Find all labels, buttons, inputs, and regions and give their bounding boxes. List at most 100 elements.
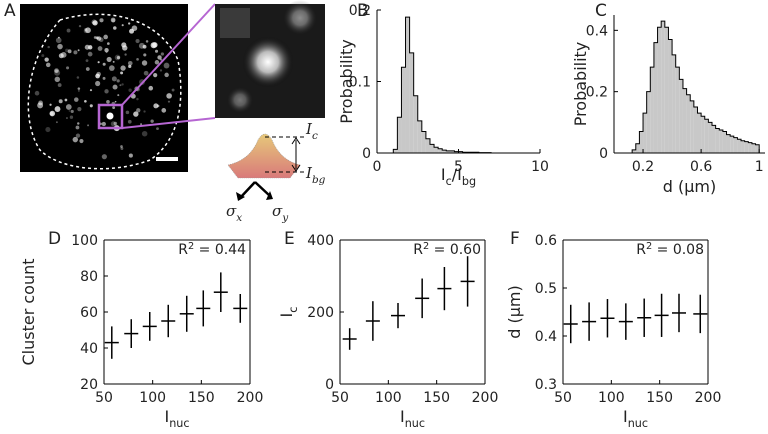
bar: [438, 148, 443, 153]
x-tick-label: 150: [188, 390, 215, 406]
x-tick-label: 100: [598, 390, 625, 406]
x-axis-label: Inuc: [164, 407, 189, 430]
bar: [672, 54, 676, 153]
bar: [421, 131, 426, 153]
panel-label: A: [4, 1, 16, 21]
bar: [719, 130, 723, 153]
y-tick-label: 0.3: [535, 377, 557, 393]
ic-label: Ic: [305, 120, 318, 142]
y-tick-label: 0.4: [535, 329, 557, 345]
x-tick-label: 50: [95, 390, 113, 406]
text-part: = 0.60: [429, 242, 481, 258]
sigma-y-label: σy: [272, 202, 289, 224]
text-part: nuc: [405, 417, 425, 430]
bar: [741, 140, 745, 153]
bar: [417, 120, 422, 153]
bar: [397, 117, 402, 153]
bar: [657, 27, 662, 154]
bar: [413, 95, 418, 153]
y-tick-label: 200: [307, 305, 334, 321]
text-part: σ: [226, 202, 237, 220]
bar: [682, 88, 687, 153]
text-part: c: [446, 175, 452, 188]
text-part: 2: [188, 241, 194, 252]
text-part: = 0.08: [652, 242, 704, 258]
bar: [639, 131, 644, 153]
bar: [442, 150, 447, 153]
x-tick-label: 150: [646, 390, 673, 406]
y-tick-label: 0: [599, 146, 608, 162]
bar: [679, 79, 683, 153]
y-tick-label: 0.2: [349, 3, 371, 19]
y-tick-label: 0.1: [349, 75, 371, 91]
text-part: I: [400, 407, 405, 426]
y-axis-label: Probability: [571, 42, 590, 127]
text-part: I: [623, 407, 628, 426]
bar: [405, 17, 410, 154]
bar: [697, 113, 702, 153]
x-tick-label: 200: [695, 390, 722, 406]
bar: [675, 67, 680, 153]
panel-label: F: [510, 229, 520, 249]
sigma-x-label: σx: [226, 202, 242, 224]
annotation: R2 = 0.08: [636, 241, 704, 258]
x-tick-label: 0: [373, 159, 382, 175]
panel-label: B: [357, 1, 369, 21]
bar: [690, 100, 694, 153]
text-part: σ: [272, 202, 283, 220]
text-part: c: [287, 307, 300, 313]
bar: [450, 150, 455, 153]
x-axis-label: d (μm): [663, 177, 717, 196]
bar: [722, 131, 727, 153]
text-part: c: [312, 130, 318, 142]
x-tick-label: 0.2: [632, 159, 654, 175]
bar: [664, 27, 669, 154]
bar: [661, 21, 665, 154]
y-axis-label: Cluster count: [19, 258, 38, 365]
bar: [701, 116, 705, 153]
bar: [446, 150, 451, 153]
bar: [726, 134, 731, 153]
x-axis-label: Inuc: [623, 407, 648, 430]
bar: [434, 147, 439, 153]
y-tick-label: 40: [80, 341, 98, 357]
text-part: /I: [452, 165, 462, 184]
text-part: R: [413, 242, 423, 258]
y-tick-label: 100: [71, 233, 98, 249]
bar: [704, 119, 709, 153]
y-tick-label: 80: [80, 269, 98, 285]
text-part: d (μm): [505, 285, 524, 339]
bar: [635, 143, 640, 153]
text-part: I: [277, 313, 296, 318]
bar: [730, 136, 734, 153]
annotation: R2 = 0.60: [413, 241, 481, 258]
bar: [454, 151, 459, 153]
bar: [409, 52, 414, 153]
text-part: I: [441, 165, 446, 184]
text-part: R: [636, 242, 646, 258]
bar: [458, 151, 463, 153]
y-tick-label: 0: [362, 146, 371, 162]
bar: [650, 67, 654, 153]
y-tick-label: 0.6: [535, 233, 557, 249]
text-part: bg: [312, 174, 326, 186]
y-axis-label: Ic: [277, 307, 300, 318]
x-axis-label: Inuc: [400, 407, 425, 430]
bar: [748, 142, 752, 153]
bar: [715, 128, 720, 153]
text-part: I: [164, 407, 169, 426]
bar: [425, 138, 430, 153]
bar: [643, 113, 647, 153]
bar: [708, 122, 713, 153]
text-part: 2: [423, 241, 429, 252]
y-tick-label: 400: [307, 233, 334, 249]
y-tick-label: 20: [80, 377, 98, 393]
text-part: = 0.44: [194, 242, 246, 258]
bar: [733, 137, 738, 153]
bar: [401, 67, 406, 153]
y-axis-label: Probability: [337, 39, 356, 124]
text-part: bg: [462, 175, 476, 188]
bar: [653, 42, 658, 153]
x-tick-label: 50: [554, 390, 572, 406]
text-part: I: [305, 164, 313, 182]
